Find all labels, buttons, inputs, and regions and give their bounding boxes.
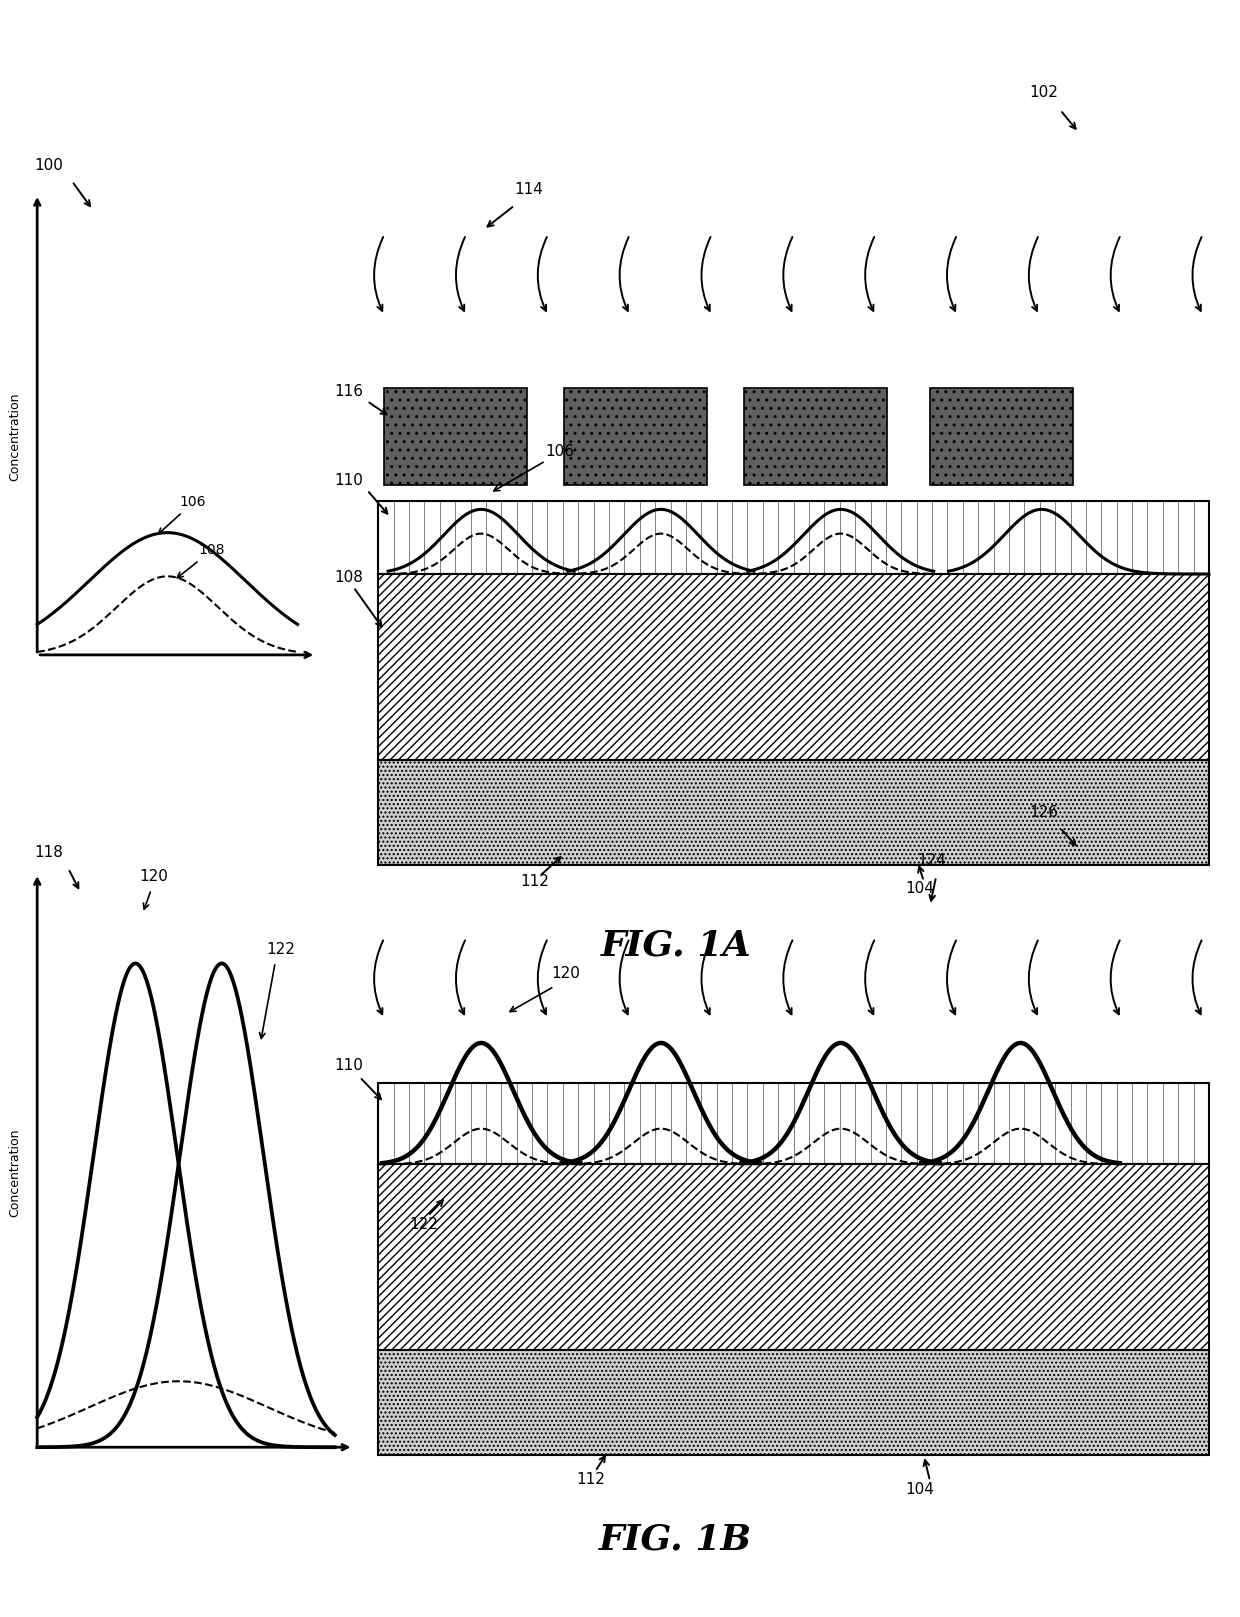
Bar [378, 1083, 1209, 1164]
Text: 108: 108 [335, 571, 363, 585]
Text: 100: 100 [35, 158, 63, 173]
Bar [378, 760, 1209, 865]
Text: 114: 114 [515, 183, 543, 197]
Bar [564, 388, 707, 485]
Text: 120: 120 [552, 967, 580, 982]
Text: 126: 126 [1029, 805, 1058, 820]
Bar [930, 388, 1073, 485]
Text: 110: 110 [335, 1059, 363, 1074]
Text: 108: 108 [177, 543, 224, 577]
Text: 112: 112 [577, 1473, 605, 1488]
Text: 120: 120 [139, 870, 167, 884]
Text: Concentration: Concentration [9, 393, 21, 480]
Text: 122: 122 [409, 1218, 438, 1232]
Text: 106: 106 [159, 495, 206, 534]
Text: FIG. 1A: FIG. 1A [600, 928, 751, 964]
Text: Concentration: Concentration [9, 1129, 21, 1216]
Text: 104: 104 [905, 1483, 934, 1497]
Text: 122: 122 [267, 943, 295, 957]
Text: 106: 106 [546, 445, 574, 459]
Bar [378, 501, 1209, 574]
Bar [378, 1164, 1209, 1350]
Bar [744, 388, 887, 485]
Text: 118: 118 [35, 846, 63, 860]
Text: 110: 110 [335, 474, 363, 488]
Text: 124: 124 [918, 854, 946, 868]
Text: 112: 112 [521, 875, 549, 889]
Text: 116: 116 [335, 385, 363, 399]
Text: 104: 104 [905, 881, 934, 896]
Bar [378, 1350, 1209, 1455]
Bar [384, 388, 527, 485]
Text: 102: 102 [1029, 86, 1058, 100]
Text: FIG. 1B: FIG. 1B [599, 1522, 753, 1557]
Bar [378, 574, 1209, 760]
